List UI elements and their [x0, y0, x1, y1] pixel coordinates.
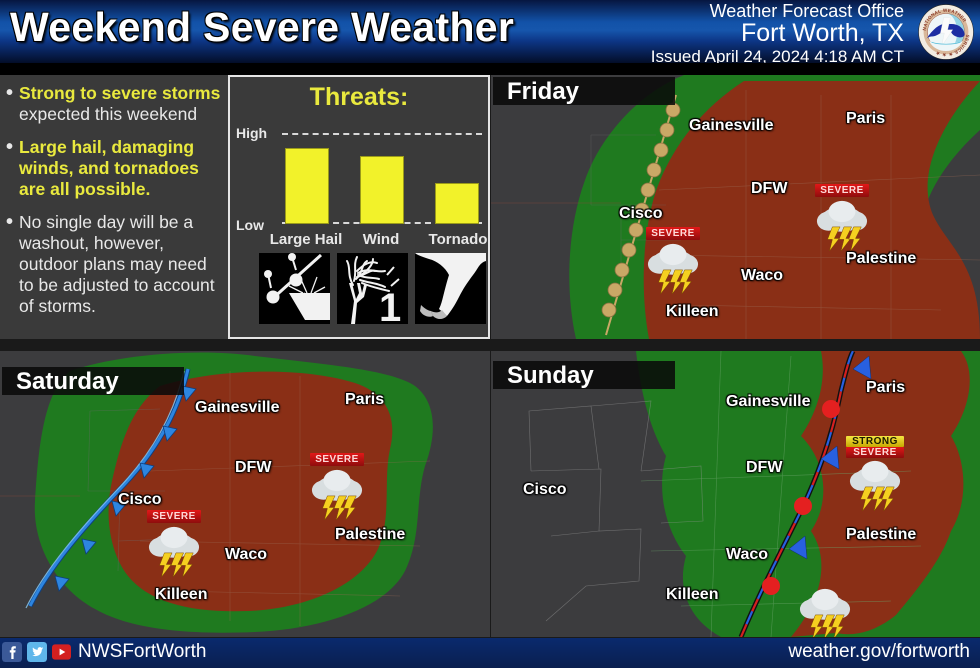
svg-text:1: 1 [379, 286, 401, 324]
